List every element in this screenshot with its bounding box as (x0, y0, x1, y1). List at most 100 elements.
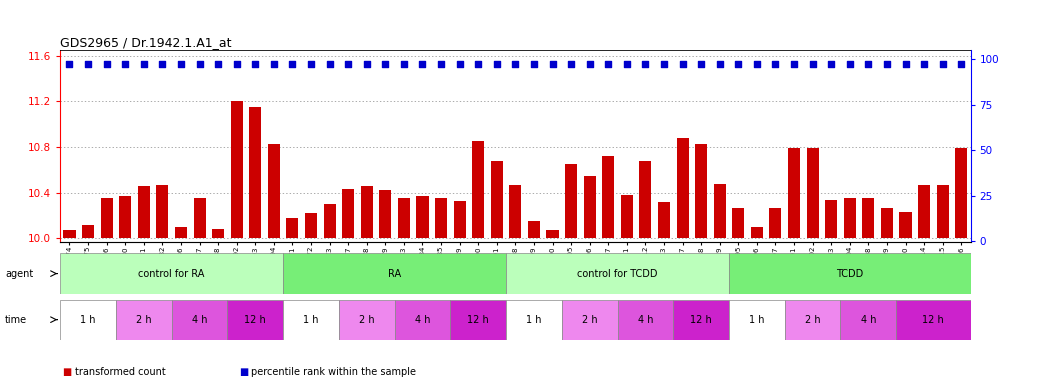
Point (266, 61, 282, 68)
Point (878, 61, 895, 68)
Bar (658, 202, 671, 238)
Point (953, 61, 969, 68)
Bar (435, 199, 447, 238)
Text: ■: ■ (239, 367, 248, 377)
Bar (63, 230, 76, 238)
Point (489, 61, 506, 68)
Bar (138, 186, 149, 238)
Bar (807, 148, 819, 238)
Text: 4 h: 4 h (415, 314, 430, 325)
Bar (507, 253, 729, 294)
Bar (171, 300, 227, 340)
Bar (900, 212, 911, 238)
Text: 12 h: 12 h (690, 314, 712, 325)
Text: time: time (5, 314, 27, 325)
Bar (450, 300, 507, 340)
Bar (116, 300, 171, 340)
Point (544, 61, 561, 68)
Bar (510, 185, 521, 238)
Text: transformed count: transformed count (75, 367, 165, 377)
Bar (583, 175, 596, 238)
Point (897, 61, 913, 68)
Bar (618, 300, 674, 340)
Bar (379, 190, 391, 238)
Point (117, 61, 134, 68)
Bar (729, 253, 971, 294)
Point (823, 61, 840, 68)
Point (80, 61, 97, 68)
Bar (249, 107, 262, 238)
Bar (729, 300, 785, 340)
Text: 2 h: 2 h (136, 314, 152, 325)
Text: GDS2965 / Dr.1942.1.A1_at: GDS2965 / Dr.1942.1.A1_at (60, 36, 231, 49)
Bar (360, 186, 373, 238)
Bar (454, 201, 466, 238)
Point (191, 61, 208, 68)
Bar (394, 300, 450, 340)
Bar (825, 200, 838, 238)
Point (525, 61, 542, 68)
Bar (546, 230, 558, 238)
Text: 1 h: 1 h (80, 314, 95, 325)
Bar (896, 300, 971, 340)
Text: TCDD: TCDD (837, 268, 864, 279)
Bar (491, 161, 502, 238)
Bar (881, 208, 893, 238)
Bar (677, 138, 688, 238)
Bar (507, 300, 562, 340)
Text: 12 h: 12 h (467, 314, 489, 325)
Point (786, 61, 802, 68)
Bar (639, 161, 652, 238)
Bar (695, 144, 707, 238)
Point (730, 61, 746, 68)
Bar (750, 227, 763, 238)
Bar (863, 199, 874, 238)
Point (508, 61, 524, 68)
Point (61, 61, 78, 68)
Bar (562, 300, 618, 340)
Bar (343, 189, 354, 238)
Bar (841, 300, 896, 340)
Point (228, 61, 245, 68)
Text: 4 h: 4 h (861, 314, 876, 325)
Point (322, 61, 338, 68)
Bar (212, 229, 224, 238)
Text: percentile rank within the sample: percentile rank within the sample (251, 367, 416, 377)
Point (377, 61, 393, 68)
Point (452, 61, 468, 68)
Point (804, 61, 821, 68)
Bar (714, 184, 726, 238)
Text: control for TCDD: control for TCDD (577, 268, 658, 279)
Bar (674, 300, 729, 340)
Bar (227, 300, 283, 340)
Bar (472, 141, 485, 238)
Bar (286, 218, 299, 238)
Bar (305, 214, 317, 238)
Bar (193, 199, 206, 238)
Point (748, 61, 765, 68)
Point (172, 61, 189, 68)
Bar (230, 101, 243, 238)
Point (692, 61, 709, 68)
Bar (398, 199, 410, 238)
Bar (60, 300, 116, 340)
Bar (60, 253, 283, 294)
Text: 12 h: 12 h (244, 314, 266, 325)
Point (581, 61, 598, 68)
Point (637, 61, 654, 68)
Text: agent: agent (5, 268, 33, 279)
Bar (528, 221, 540, 238)
Text: 4 h: 4 h (637, 314, 653, 325)
Bar (732, 208, 744, 238)
Point (154, 61, 170, 68)
Point (303, 61, 320, 68)
Point (210, 61, 226, 68)
Bar (338, 300, 394, 340)
Point (358, 61, 375, 68)
Text: 4 h: 4 h (192, 314, 208, 325)
Bar (268, 144, 280, 238)
Point (675, 61, 691, 68)
Text: RA: RA (388, 268, 401, 279)
Bar (82, 225, 94, 238)
Text: 2 h: 2 h (804, 314, 820, 325)
